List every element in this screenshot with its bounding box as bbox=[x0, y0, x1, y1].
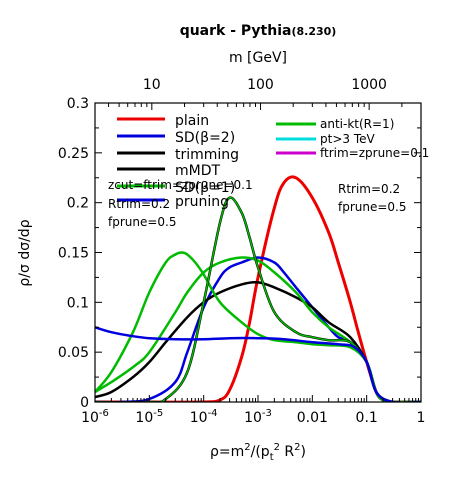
chart-title-main: quark - Pythia bbox=[180, 23, 292, 39]
annotation-right: fprune=0.5 bbox=[338, 200, 407, 214]
legend-label: trimming bbox=[175, 147, 239, 163]
top-tick-label: 10 bbox=[143, 77, 161, 93]
x-tick-label: 1 bbox=[417, 410, 426, 426]
top-tick-label: 1000 bbox=[351, 77, 387, 93]
x-axis-label: ρ=m2/(pt2 R2) bbox=[210, 442, 306, 463]
axes: 0 0.05 0.1 0.15 0.2 0.25 0.3 10-6 10-5 10-4 10-3 0.… bbox=[58, 77, 426, 426]
y-tick-label: 0.05 bbox=[58, 345, 89, 361]
x-label-sub: t bbox=[270, 452, 274, 463]
x-label-sup2: 2 bbox=[274, 442, 280, 453]
legend-label: mMDT bbox=[175, 163, 220, 179]
legend-label: pruning bbox=[175, 194, 229, 210]
y-tick-label: 0.25 bbox=[58, 146, 89, 162]
legend-label: SD(β=2) bbox=[175, 130, 235, 146]
legend-label-right: pt>3 TeV bbox=[320, 132, 376, 146]
x-label-sup3: 2 bbox=[294, 442, 300, 453]
y-tick-label: 0 bbox=[80, 395, 89, 411]
x-tick-label: 10-5 bbox=[135, 408, 163, 426]
series-layer bbox=[95, 175, 421, 402]
annotation-left: fprune=0.5 bbox=[108, 215, 177, 229]
legend-label: plain bbox=[175, 113, 209, 129]
series-jet-blue-flat-line bbox=[95, 326, 421, 402]
y-tick-label: 0.3 bbox=[67, 96, 89, 112]
chart-title-suffix: (8.230) bbox=[291, 25, 336, 38]
annotation-right: Rtrim=0.2 bbox=[338, 182, 400, 196]
x-tick-label: 0.1 bbox=[356, 410, 378, 426]
legend-label-right: anti-kt(R=1) bbox=[320, 117, 394, 131]
series-pruning-line bbox=[95, 251, 421, 402]
top-axis-label: m [GeV] bbox=[229, 50, 287, 66]
chart-title: quark - Pythia(8.230) bbox=[180, 23, 337, 39]
legend-label-right: ftrim=zprune=0.1 bbox=[320, 146, 429, 160]
top-tick-label: 100 bbox=[247, 77, 274, 93]
x-tick-label: 10-6 bbox=[81, 408, 109, 426]
y-axis-label: ρ/σ dσ/dρ bbox=[17, 219, 33, 286]
legend-label: SD(β=1) bbox=[175, 180, 235, 196]
x-tick-label: 10-4 bbox=[190, 408, 218, 426]
x-tick-label: 0.01 bbox=[297, 410, 328, 426]
x-tick-label: 10-3 bbox=[244, 408, 272, 426]
x-label-part4: ) bbox=[301, 444, 306, 460]
x-label-part2: /(p bbox=[251, 444, 270, 460]
x-label-part1: ρ=m bbox=[210, 444, 244, 460]
annotation-left: zcut=ftrim=zprune=0.1 bbox=[108, 178, 253, 192]
annotation-left: Rtrim=0.2 bbox=[108, 197, 170, 211]
y-tick-label: 0.1 bbox=[67, 295, 89, 311]
x-label-part3: R bbox=[280, 444, 294, 460]
y-tick-label: 0.2 bbox=[67, 196, 89, 212]
x-label-sup1: 2 bbox=[244, 442, 250, 453]
y-tick-label: 0.15 bbox=[58, 246, 89, 262]
